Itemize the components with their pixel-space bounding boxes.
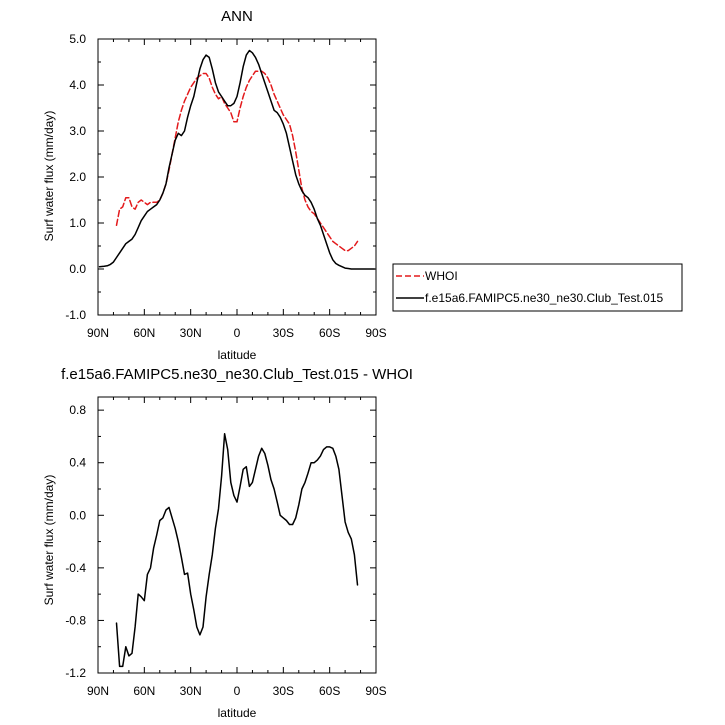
top-data-lines (98, 49, 376, 270)
top-y-tick-label: 5.0 (69, 32, 86, 46)
top-panel: ANN Surf water flux (mm/day) latitude 90… (42, 8, 387, 362)
bottom-x-tick-label: 90N (87, 684, 109, 698)
bottom-plot-title: f.e15a6.FAMIPC5.ne30_ne30.Club_Test.015 … (61, 366, 413, 383)
bottom-x-tick-label: 30S (273, 684, 294, 698)
top-y-tick-label: 0.0 (69, 262, 86, 276)
bottom-y-tick-label: -1.2 (65, 666, 86, 680)
bottom-data-lines (115, 433, 359, 668)
top-series-line-1 (98, 49, 376, 270)
top-plot-frame (97, 38, 377, 316)
bottom-y-tick-label: 0.8 (69, 403, 86, 417)
legend-label-model: f.e15a6.FAMIPC5.ne30_ne30.Club_Test.015 (425, 291, 663, 305)
top-y-axis-title: Surf water flux (mm/day) (42, 111, 56, 242)
top-plot-title: ANN (221, 8, 253, 25)
top-x-tick-label: 60N (133, 326, 155, 340)
bottom-axis-ticks: 90N 60N 30N 0 30S 60S 90S -1.2 -0.8 -0.4 0.0 0.4 0.8 (65, 397, 387, 698)
legend-label-whoi: WHOI (425, 269, 458, 283)
bottom-plot-frame (97, 396, 377, 674)
legend: WHOI f.e15a6.FAMIPC5.ne30_ne30.Club_Test… (392, 263, 683, 312)
bottom-y-axis-title: Surf water flux (mm/day) (42, 475, 56, 606)
legend-box (392, 263, 683, 312)
top-y-tick-label: 1.0 (69, 216, 86, 230)
top-y-tick-label: -1.0 (65, 308, 86, 322)
bottom-y-tick-label: 0.4 (69, 456, 86, 470)
bottom-x-tick-label: 60N (133, 684, 155, 698)
bottom-x-tick-label: 0 (234, 684, 241, 698)
bottom-y-tick-label: -0.4 (65, 561, 86, 575)
top-x-axis-title: latitude (218, 348, 257, 362)
top-y-tick-label: 2.0 (69, 170, 86, 184)
bottom-series-line-0 (115, 433, 359, 668)
top-x-tick-label: 30N (180, 326, 202, 340)
top-x-tick-label: 0 (234, 326, 241, 340)
top-x-tick-label: 90N (87, 326, 109, 340)
bottom-x-tick-label: 30N (180, 684, 202, 698)
bottom-x-axis-title: latitude (218, 706, 257, 720)
bottom-y-tick-label: -0.8 (65, 613, 86, 627)
top-x-tick-label: 90S (365, 326, 386, 340)
bottom-panel: f.e15a6.FAMIPC5.ne30_ne30.Club_Test.015 … (42, 366, 413, 720)
top-axis-ticks: 90N 60N 30N 0 30S 60S 90S -1.0 0.0 1.0 2.0 3.0 4.0 5.… (65, 32, 386, 340)
top-y-tick-label: 3.0 (69, 124, 86, 138)
top-x-tick-label: 30S (273, 326, 294, 340)
top-y-tick-label: 4.0 (69, 78, 86, 92)
bottom-x-tick-label: 60S (319, 684, 340, 698)
bottom-y-tick-label: 0.0 (69, 508, 86, 522)
top-x-tick-label: 60S (319, 326, 340, 340)
bottom-x-tick-label: 90S (365, 684, 386, 698)
